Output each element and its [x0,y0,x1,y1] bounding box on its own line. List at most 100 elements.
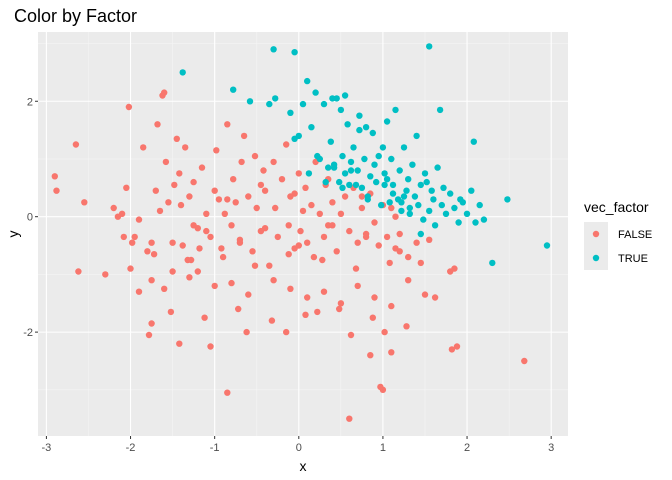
data-point-false [358,193,366,200]
data-point-false [179,242,186,249]
data-point-true [378,201,385,209]
data-point-false [221,210,228,217]
chart-title: Color by Factor [14,6,137,26]
data-point-true [403,187,410,194]
data-point-true [400,193,408,200]
data-point-false [451,265,458,272]
data-points [51,43,551,422]
data-point-false [152,187,159,194]
data-point-false [251,262,259,269]
data-point-false [260,167,267,174]
data-point-true [179,69,186,76]
data-point-false [135,216,143,223]
data-point-false [261,225,269,232]
data-point-false [392,213,399,220]
data-point-true [339,152,346,160]
data-point-false [388,204,395,212]
data-point-false [173,135,180,142]
data-point-false [228,279,235,287]
x-tick-label: -3 [42,442,52,454]
data-point-true [347,158,355,166]
data-point-false [156,207,164,215]
y-axis-title: y [5,231,21,238]
data-point-false [285,251,292,258]
data-point-true [344,121,351,128]
data-point-false [319,256,326,264]
data-point-false [383,233,391,241]
data-point-false [177,201,185,209]
data-point-true [398,199,405,206]
data-point-true [406,204,413,212]
data-point-false [218,245,225,252]
data-point-false [249,248,256,255]
data-point-false [426,236,433,243]
data-point-true [358,184,366,191]
data-point-false [369,314,376,321]
data-point-false [235,305,242,313]
data-point-false [272,204,279,212]
data-point-true [333,95,340,102]
legend-key-true [592,254,600,262]
data-point-true [305,170,313,177]
data-point-true [337,106,345,114]
data-point-false [144,248,151,255]
data-point-false [283,328,290,336]
minor-gridlines [38,32,568,436]
data-point-true [413,132,420,140]
data-point-false [186,274,193,281]
data-point-false [285,222,292,229]
data-point-true [415,201,422,209]
data-point-true [417,181,424,189]
y-tick-label: 0 [27,212,33,224]
data-point-true [431,222,439,229]
data-point-false [320,288,328,295]
data-point-false [140,144,147,151]
data-point-false [148,239,155,246]
data-point-true [312,89,319,96]
data-point-false [125,103,133,111]
data-point-false [118,210,126,217]
data-point-false [297,227,304,235]
data-point-false [261,187,269,194]
data-point-false [245,193,252,200]
data-point-false [291,190,298,197]
data-point-true [314,152,321,160]
data-point-false [219,253,227,261]
data-point-true [428,187,435,194]
data-point-false [352,265,360,272]
data-point-false [215,196,223,203]
data-point-false [232,199,239,206]
legend-key-false [592,230,600,238]
data-point-false [347,331,355,339]
data-point-false [431,294,439,301]
data-point-true [426,207,433,215]
data-point-true [440,184,447,191]
data-point-false [161,89,168,96]
data-point-false [201,314,208,321]
data-point-true [457,196,464,203]
x-axis-title: x [300,458,307,474]
data-point-true [489,259,496,267]
data-point-true [347,167,355,174]
data-point-true [364,196,371,203]
data-point-true [417,230,424,238]
data-point-true [299,100,307,108]
data-point-false [123,184,130,191]
legend-label-true: TRUE [618,253,648,265]
data-point-true [396,167,403,174]
data-point-true [420,216,427,223]
data-point-false [396,248,403,255]
data-point-false [253,204,260,212]
data-point-false [51,173,58,180]
data-point-false [53,187,60,194]
data-point-false [167,308,175,316]
x-axis-ticks: -3 -2 -1 0 1 2 3 [42,436,554,454]
legend-label-false: FALSE [618,229,652,241]
data-point-false [154,121,161,128]
x-tick-label: -1 [210,442,220,454]
data-point-true [434,164,441,171]
data-point-false [150,251,158,258]
data-point-false [224,121,231,128]
data-point-true [325,164,332,171]
x-tick-label: 3 [548,442,554,454]
